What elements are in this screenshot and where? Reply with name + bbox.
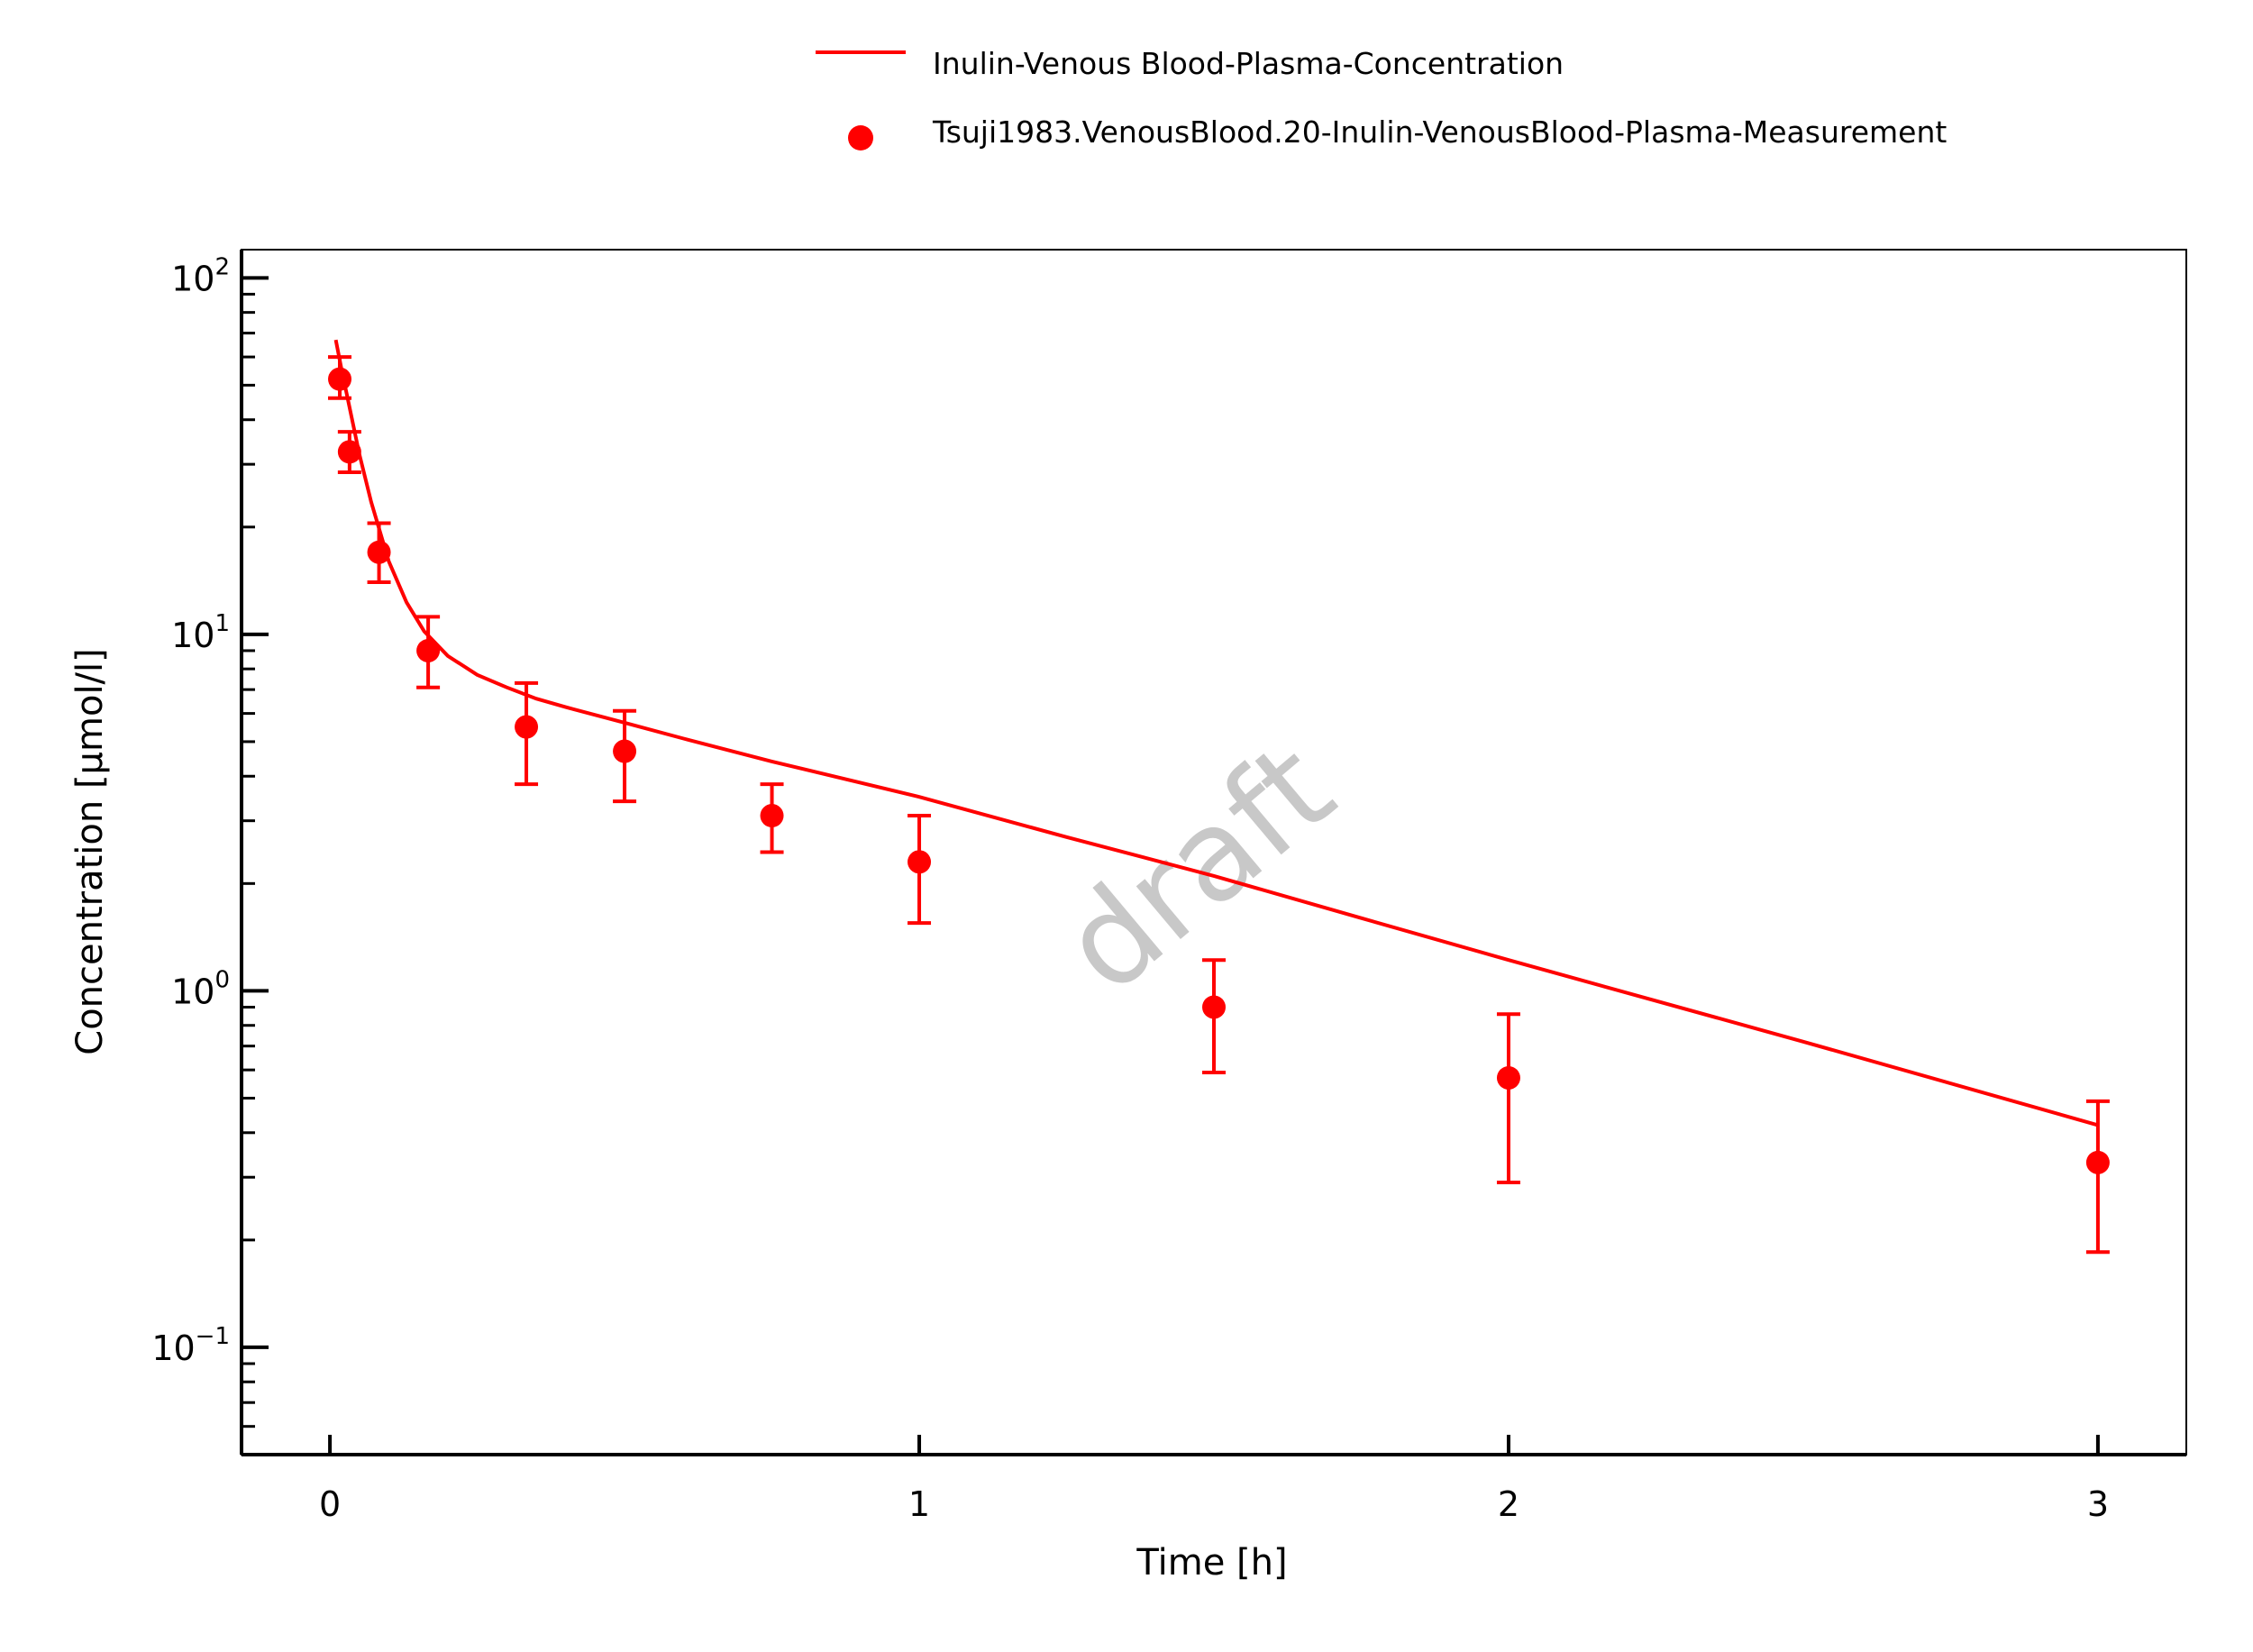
data-point [328, 367, 352, 391]
simulation-line [333, 339, 2099, 1127]
x-axis-label: Time [h] [1136, 1542, 1287, 1584]
y-axis-ticks: 10−1 100 101 102 [151, 253, 269, 1456]
data-point [613, 739, 637, 763]
legend-line-label: Inulin-Venous Blood-Plasma-Concentration [933, 46, 1564, 81]
x-tick-label: 0 [319, 1484, 341, 1524]
data-point [2085, 1150, 2110, 1174]
simulation-series [333, 339, 2099, 1127]
x-axis-ticks: 0 1 2 3 [319, 1435, 2109, 1524]
data-point [367, 540, 391, 564]
data-point [515, 715, 539, 739]
y-tick-label: 100 [171, 966, 230, 1011]
y-tick-label: 102 [171, 253, 230, 298]
measurement-series [328, 355, 2110, 1255]
data-point [416, 638, 441, 662]
data-point [1496, 1065, 1520, 1090]
y-tick-label: 101 [171, 610, 230, 655]
y-tick-label: 10−1 [151, 1323, 230, 1368]
x-tick-label: 2 [1498, 1484, 1519, 1524]
x-tick-label: 3 [2087, 1484, 2109, 1524]
legend-marker-swatch [848, 125, 873, 151]
x-tick-label: 1 [908, 1484, 930, 1524]
legend-marker-label: Tsuji1983.VenousBlood.20-Inulin-VenousBl… [932, 114, 1947, 150]
data-point [760, 804, 784, 828]
data-point [908, 850, 932, 874]
data-point [337, 440, 361, 464]
y-axis-label: Concentration [µmol/l] [69, 648, 111, 1054]
data-point [1202, 995, 1226, 1019]
legend: Inulin-Venous Blood-Plasma-Concentration… [816, 46, 1947, 151]
